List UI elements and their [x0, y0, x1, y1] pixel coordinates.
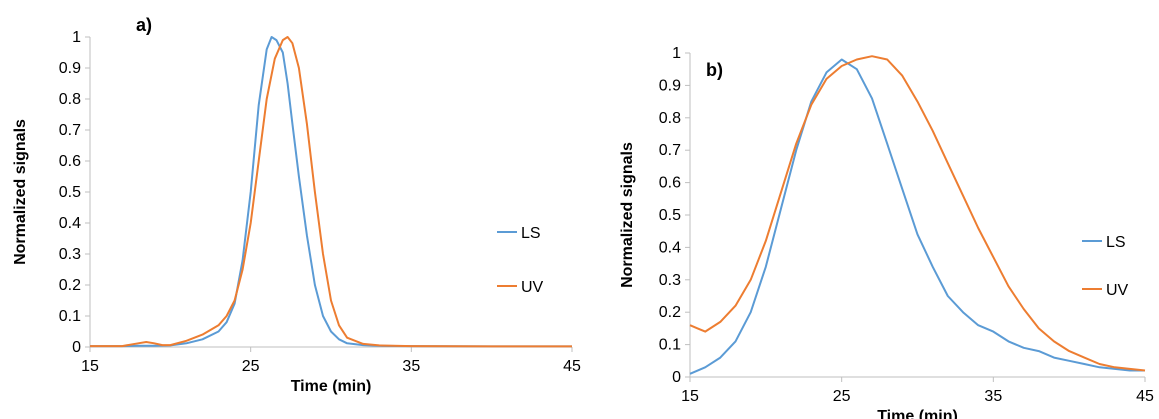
legend-label-ls: LS — [521, 225, 541, 242]
y-tick-label: 0 — [672, 369, 681, 386]
x-axis-title: Time (min) — [877, 408, 958, 419]
y-tick-label: 0.3 — [59, 246, 81, 263]
y-tick-label: 0.6 — [59, 153, 81, 170]
y-tick-label: 1 — [72, 29, 81, 46]
y-tick-label: 0.8 — [59, 91, 81, 108]
x-tick-label: 25 — [833, 388, 851, 405]
y-tick-label: 0.5 — [659, 207, 681, 224]
x-tick-label: 35 — [984, 388, 1002, 405]
y-tick-label: 1 — [672, 45, 681, 62]
y-tick-label: 0.5 — [59, 184, 81, 201]
panel-label: b) — [706, 60, 723, 80]
y-tick-label: 0.6 — [659, 175, 681, 192]
y-tick-label: 0.1 — [659, 337, 681, 354]
x-tick-label: 35 — [402, 358, 420, 375]
x-tick-label: 45 — [1136, 388, 1154, 405]
x-tick-label: 15 — [81, 358, 99, 375]
x-axis-title: Time (min) — [291, 378, 372, 395]
series-line-ls — [689, 58, 1145, 375]
y-tick-label: 0.4 — [659, 239, 681, 256]
y-tick-label: 0.1 — [59, 308, 81, 325]
y-tick-label: 0.3 — [659, 272, 681, 289]
y-tick-label: 0.9 — [659, 77, 681, 94]
y-tick-label: 0.2 — [59, 277, 81, 294]
y-tick-label: 0.9 — [59, 60, 81, 77]
y-tick-label: 0.7 — [59, 122, 81, 139]
y-tick-label: 0 — [72, 339, 81, 356]
chart-panel-1: 0 0.1 0.2 0.3 0.4 0.5 0.6 0.7 0.8 0.9 1 15 25 35 45 Tim… — [12, 15, 581, 395]
x-tick-label: 45 — [563, 358, 581, 375]
y-tick-label: 0.7 — [659, 142, 681, 159]
legend-label-uv: UV — [1106, 282, 1129, 299]
panel-label: a) — [136, 15, 152, 35]
series-line-uv — [90, 36, 572, 348]
chart-panel-2: 0 0.1 0.2 0.3 0.4 0.5 0.6 0.7 0.8 0.9 1 15 25 35 45 Tim… — [619, 45, 1154, 419]
y-axis-title: Normalized signals — [619, 142, 636, 288]
legend-label-uv: UV — [521, 279, 544, 296]
y-axis-title: Normalized signals — [12, 119, 29, 265]
legend-label-ls: LS — [1106, 234, 1126, 251]
y-tick-label: 0.8 — [659, 110, 681, 127]
series-line-ls — [90, 36, 572, 348]
x-tick-label: 25 — [242, 358, 260, 375]
y-tick-label: 0.4 — [59, 215, 81, 232]
series-line-uv — [689, 55, 1146, 372]
x-tick-label: 15 — [681, 388, 699, 405]
y-tick-label: 0.2 — [659, 304, 681, 321]
